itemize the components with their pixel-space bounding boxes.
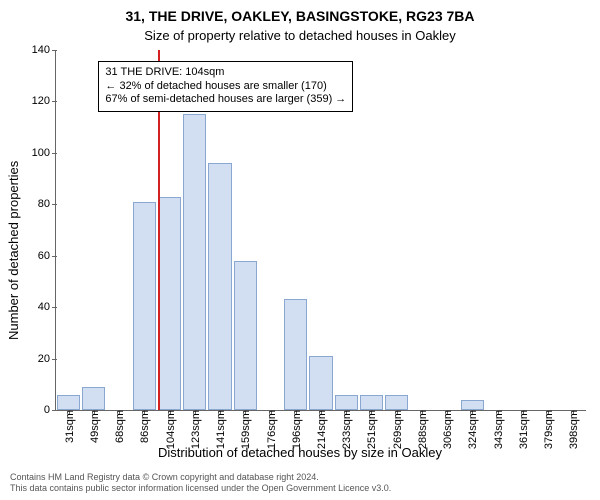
footer-line: Contains HM Land Registry data © Crown c… [10, 472, 391, 483]
annotation-line: ← 32% of detached houses are smaller (17… [105, 80, 346, 94]
y-tick: 40 [38, 301, 56, 313]
histogram-bar [208, 163, 231, 410]
chart-subtitle: Size of property relative to detached ho… [0, 28, 600, 43]
x-tick: 196sqm [289, 410, 303, 449]
x-tick: 269sqm [390, 410, 404, 449]
histogram-bar [82, 387, 105, 410]
histogram-bar [234, 261, 257, 410]
histogram-bar [133, 202, 156, 410]
histogram-bar [284, 299, 307, 410]
x-tick: 324sqm [465, 410, 479, 449]
y-tick: 140 [32, 44, 56, 56]
x-tick: 361sqm [516, 410, 530, 449]
x-tick: 288sqm [415, 410, 429, 449]
x-tick: 49sqm [87, 410, 101, 443]
plot-area: 02040608010012014031sqm49sqm68sqm86sqm10… [55, 50, 586, 411]
y-tick: 20 [38, 353, 56, 365]
y-tick: 0 [44, 404, 56, 416]
histogram-bar [57, 395, 80, 410]
x-tick: 68sqm [112, 410, 126, 443]
histogram-bar [309, 356, 332, 410]
footer-attribution: Contains HM Land Registry data © Crown c… [10, 472, 391, 495]
annotation-line: 67% of semi-detached houses are larger (… [105, 93, 346, 107]
x-tick: 398sqm [566, 410, 580, 449]
x-tick: 141sqm [213, 410, 227, 449]
y-axis-label: Number of detached properties [6, 161, 21, 340]
y-tick: 60 [38, 250, 56, 262]
y-tick: 80 [38, 198, 56, 210]
x-tick: 104sqm [163, 410, 177, 449]
footer-line: This data contains public sector informa… [10, 483, 391, 494]
annotation-box: 31 THE DRIVE: 104sqm ← 32% of detached h… [98, 61, 353, 112]
histogram-bar [335, 395, 358, 410]
x-tick: 123sqm [188, 410, 202, 449]
x-tick: 379sqm [541, 410, 555, 449]
x-tick: 159sqm [238, 410, 252, 449]
chart-title-address: 31, THE DRIVE, OAKLEY, BASINGSTOKE, RG23… [0, 8, 600, 24]
histogram-bar [360, 395, 383, 410]
annotation-line: 31 THE DRIVE: 104sqm [105, 66, 346, 80]
x-axis-label: Distribution of detached houses by size … [0, 445, 600, 460]
y-tick: 100 [32, 147, 56, 159]
x-tick: 31sqm [62, 410, 76, 443]
histogram-bar [183, 114, 206, 410]
histogram-chart: 31, THE DRIVE, OAKLEY, BASINGSTOKE, RG23… [0, 0, 600, 500]
x-tick: 343sqm [491, 410, 505, 449]
x-tick: 176sqm [264, 410, 278, 449]
x-tick: 214sqm [314, 410, 328, 449]
histogram-bar [461, 400, 484, 410]
x-tick: 251sqm [364, 410, 378, 449]
x-tick: 306sqm [440, 410, 454, 449]
histogram-bar [158, 197, 181, 410]
y-tick: 120 [32, 95, 56, 107]
x-tick: 86sqm [137, 410, 151, 443]
x-tick: 233sqm [339, 410, 353, 449]
histogram-bar [385, 395, 408, 410]
